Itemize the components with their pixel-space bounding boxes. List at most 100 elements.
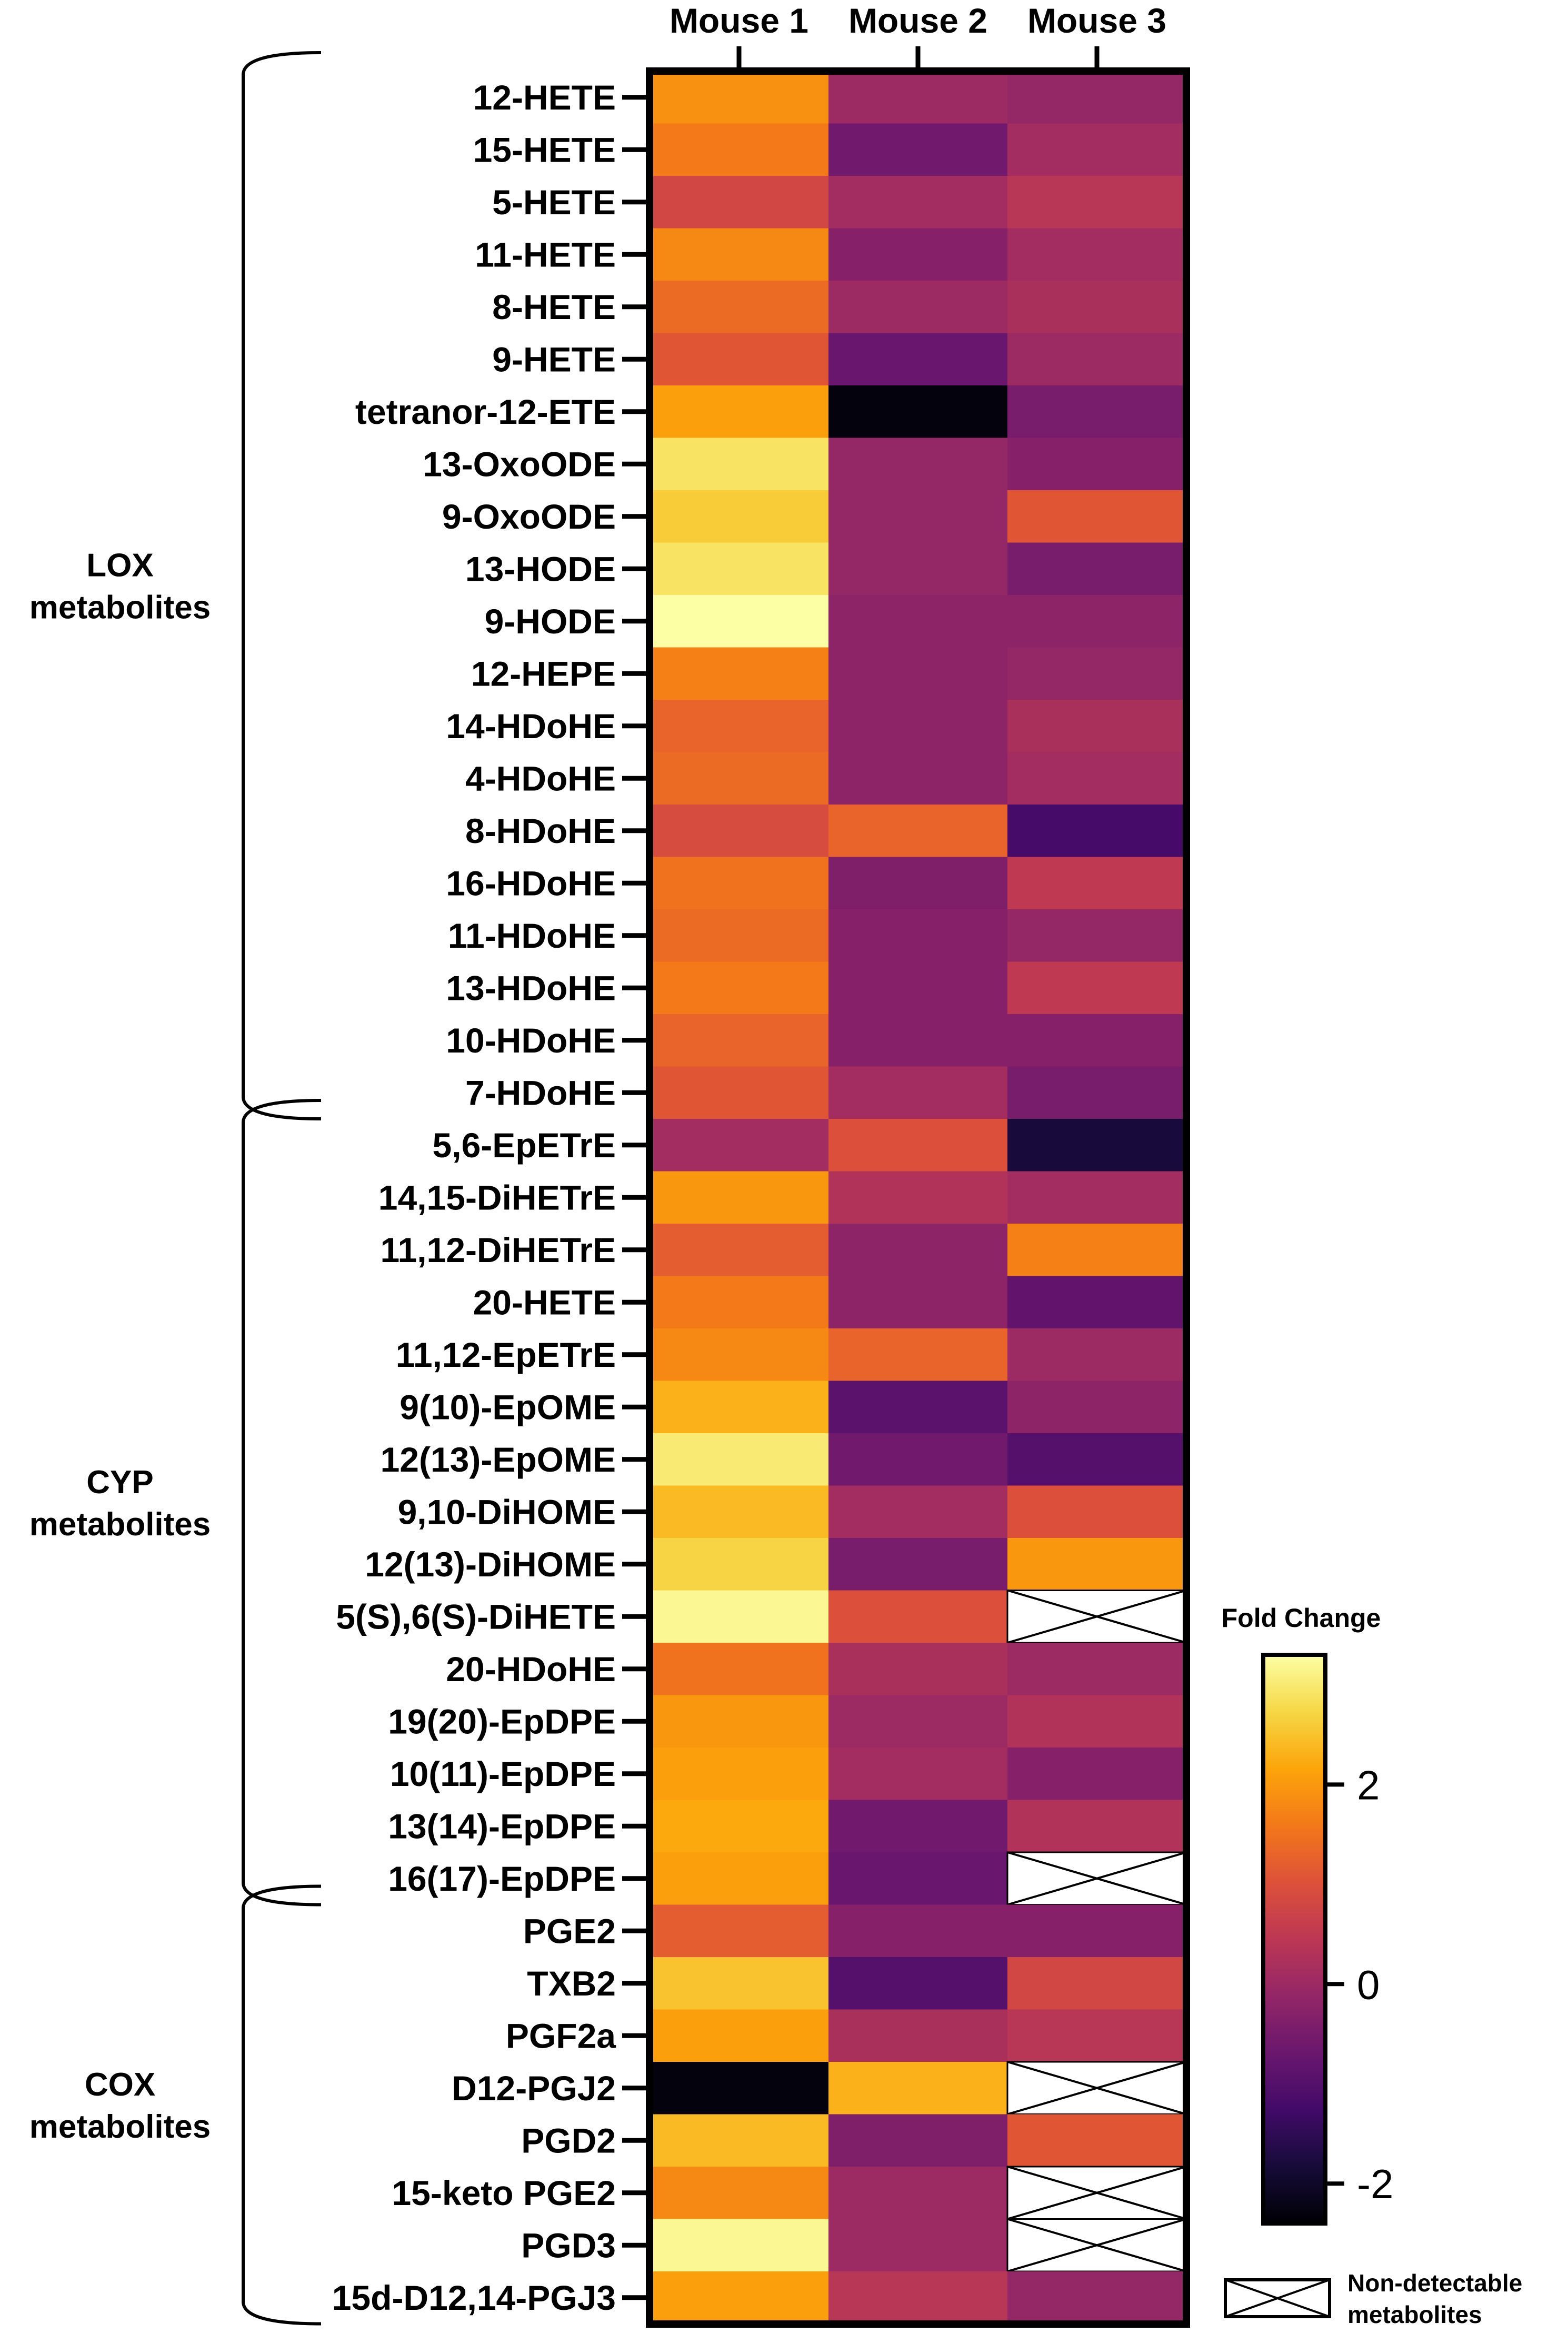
heatmap-cell (1007, 1748, 1187, 1801)
heatmap-cell (828, 1171, 1008, 1224)
heatmap-cell (1007, 1119, 1187, 1172)
heatmap-cell (828, 281, 1008, 334)
heatmap-cell (828, 542, 1008, 595)
heatmap-cell (828, 752, 1008, 805)
row-label: 15-HETE (473, 130, 616, 169)
row-label: tetranor-12-ETE (355, 392, 616, 431)
column-label: Mouse 3 (1027, 1, 1166, 40)
row-label: 16(17)-EpDPE (388, 1859, 616, 1898)
heatmap-cell (650, 438, 829, 491)
heatmap-cell (828, 1852, 1008, 1905)
row-label: 12-HETE (473, 78, 616, 117)
heatmap-cell (650, 1276, 829, 1329)
heatmap-cell (650, 333, 829, 386)
heatmap-cell (650, 1119, 829, 1172)
heatmap-cell (650, 1538, 829, 1591)
heatmap-cell (1007, 1381, 1187, 1434)
row-label: 12-HEPE (471, 654, 616, 693)
heatmap-cell (650, 490, 829, 543)
row-label: 14,15-DiHETrE (378, 1178, 616, 1217)
row-label: 19(20)-EpDPE (388, 1702, 616, 1741)
column-axis: Mouse 1 Mouse 2 Mouse 3 (670, 1, 1166, 71)
heatmap-cell (1007, 542, 1187, 595)
heatmap-cell (650, 176, 829, 229)
nd-cross-line (1007, 1851, 1187, 1906)
heatmap-cell (828, 2219, 1008, 2272)
heatmap-cell (1007, 1800, 1187, 1853)
non-detectable-swatch-cross-b (1225, 2279, 1330, 2318)
heatmap-cells (650, 71, 1187, 2325)
heatmap-cell (650, 1485, 829, 1538)
row-label: PGE2 (523, 1911, 616, 1950)
row-label: 5,6-EpETrE (433, 1126, 616, 1165)
heatmap-cell (1007, 647, 1187, 700)
heatmap-cell (1007, 1538, 1187, 1591)
heatmap-cell (1007, 1957, 1187, 2010)
group-label-line2: metabolites (29, 590, 211, 626)
group-brace (242, 1099, 322, 1907)
heatmap-cell (1007, 1695, 1187, 1748)
heatmap-cell (828, 2167, 1008, 2220)
heatmap-cell (1007, 1485, 1187, 1538)
row-label: 8-HDoHE (465, 811, 616, 850)
group-label-line1: LOX (86, 548, 153, 584)
heatmap-cell (828, 176, 1008, 229)
heatmap-cell (650, 1643, 829, 1696)
heatmap-cell (828, 1014, 1008, 1067)
heatmap-cell (650, 281, 829, 334)
heatmap-cell (650, 805, 829, 858)
colorbar-tick-label: 2 (1357, 1762, 1380, 1808)
heatmap-cell (650, 1852, 829, 1905)
row-label: 8-HETE (492, 287, 616, 326)
heatmap-cell (650, 1904, 829, 1958)
heatmap-cell (1007, 595, 1187, 648)
row-label: 16-HDoHE (446, 863, 616, 902)
heatmap-cell (828, 1433, 1008, 1486)
heatmap-cell (650, 1748, 829, 1801)
heatmap-cell (650, 1328, 829, 1382)
heatmap-cell (1007, 2009, 1187, 2062)
row-label: 5-HETE (492, 183, 616, 222)
heatmap-cell (828, 961, 1008, 1015)
heatmap-cell (1007, 123, 1187, 176)
heatmap-cell (1007, 909, 1187, 962)
heatmap-cell (828, 595, 1008, 648)
row-label: 12(13)-EpOME (381, 1440, 616, 1479)
row-label: 15d-D12,14-PGJ3 (332, 2278, 616, 2317)
row-label: 13-HODE (465, 549, 616, 588)
row-label: 10-HDoHE (446, 1021, 616, 1060)
heatmap-cell (828, 438, 1008, 491)
heatmap-cell (828, 1224, 1008, 1277)
non-detectable-label-line2: metabolites (1347, 2301, 1482, 2328)
heatmap-cell (1007, 2114, 1187, 2167)
row-label: 9,10-DiHOME (398, 1492, 616, 1531)
nd-cross-line (1007, 1589, 1187, 1644)
heatmap-cell (650, 647, 829, 700)
non-detectable-label-line1: Non-detectable (1347, 2269, 1522, 2297)
heatmap-cell (1007, 1904, 1187, 1958)
heatmap-cell (828, 1800, 1008, 1853)
group-brace (242, 51, 322, 1120)
heatmap-cell (1007, 438, 1187, 491)
heatmap-cell (1007, 385, 1187, 439)
heatmap-cell (650, 2009, 829, 2062)
heatmap-cell (828, 1328, 1008, 1382)
heatmap-cell (828, 1485, 1008, 1538)
heatmap-cell (1007, 281, 1187, 334)
heatmap-cell (828, 857, 1008, 910)
non-detectable-legend: Non-detectable metabolites (1224, 2269, 1522, 2328)
row-label: TXB2 (527, 1964, 616, 2003)
heatmap-cell (650, 1014, 829, 1067)
heatmap-cell (828, 1119, 1008, 1172)
heatmap-cell (650, 1695, 829, 1748)
row-label: 14-HDoHE (446, 707, 616, 746)
heatmap-cell (828, 71, 1008, 124)
heatmap-cell (828, 1276, 1008, 1329)
heatmap-cell (828, 385, 1008, 439)
heatmap-cell (1007, 333, 1187, 386)
row-label: 11,12-EpETrE (396, 1335, 616, 1374)
row-label: 13-OxoODE (423, 444, 616, 483)
heatmap-cell (1007, 176, 1187, 229)
heatmap-cell (1007, 2271, 1187, 2325)
heatmap-cell (1007, 1643, 1187, 1696)
